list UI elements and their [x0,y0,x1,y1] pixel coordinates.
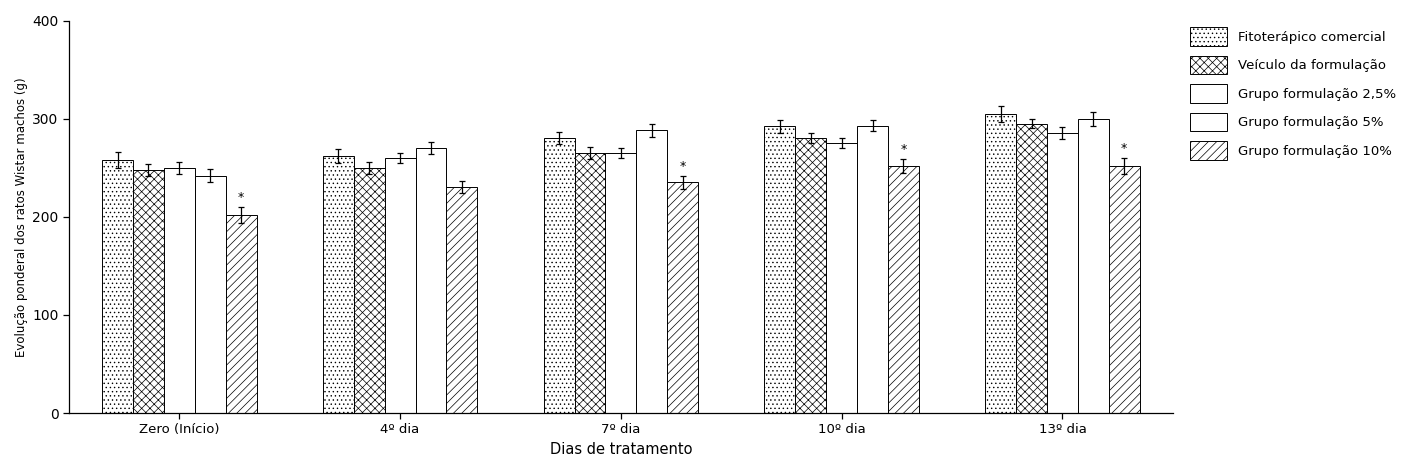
Bar [856,126,888,413]
Bar [636,130,667,413]
Y-axis label: Evolução ponderal dos ratos Wistar machos (g): Evolução ponderal dos ratos Wistar macho… [16,77,28,356]
Bar [1109,166,1140,413]
Legend: Fitoterápico comercial, Veículo da formulação, Grupo formulação 2,5%, Grupo form: Fitoterápico comercial, Veículo da formu… [1191,27,1395,160]
Text: *: * [680,160,686,173]
Bar [385,158,416,413]
Bar [226,215,257,413]
Bar [164,168,195,413]
Bar [416,148,446,413]
Bar [667,182,698,413]
Text: *: * [900,143,907,156]
Bar [102,160,133,413]
Bar [1016,124,1047,413]
X-axis label: Dias de tratamento: Dias de tratamento [550,442,693,457]
Bar [888,166,919,413]
Text: *: * [238,191,244,204]
Bar [133,169,164,413]
Bar [543,138,574,413]
Bar [765,126,796,413]
Bar [796,138,827,413]
Bar [574,153,605,413]
Bar [1078,118,1109,413]
Bar [985,114,1016,413]
Text: *: * [1122,142,1127,155]
Bar [354,168,385,413]
Bar [827,143,856,413]
Bar [1047,134,1078,413]
Bar [605,153,636,413]
Bar [323,156,354,413]
Bar [446,187,477,413]
Bar [195,176,226,413]
